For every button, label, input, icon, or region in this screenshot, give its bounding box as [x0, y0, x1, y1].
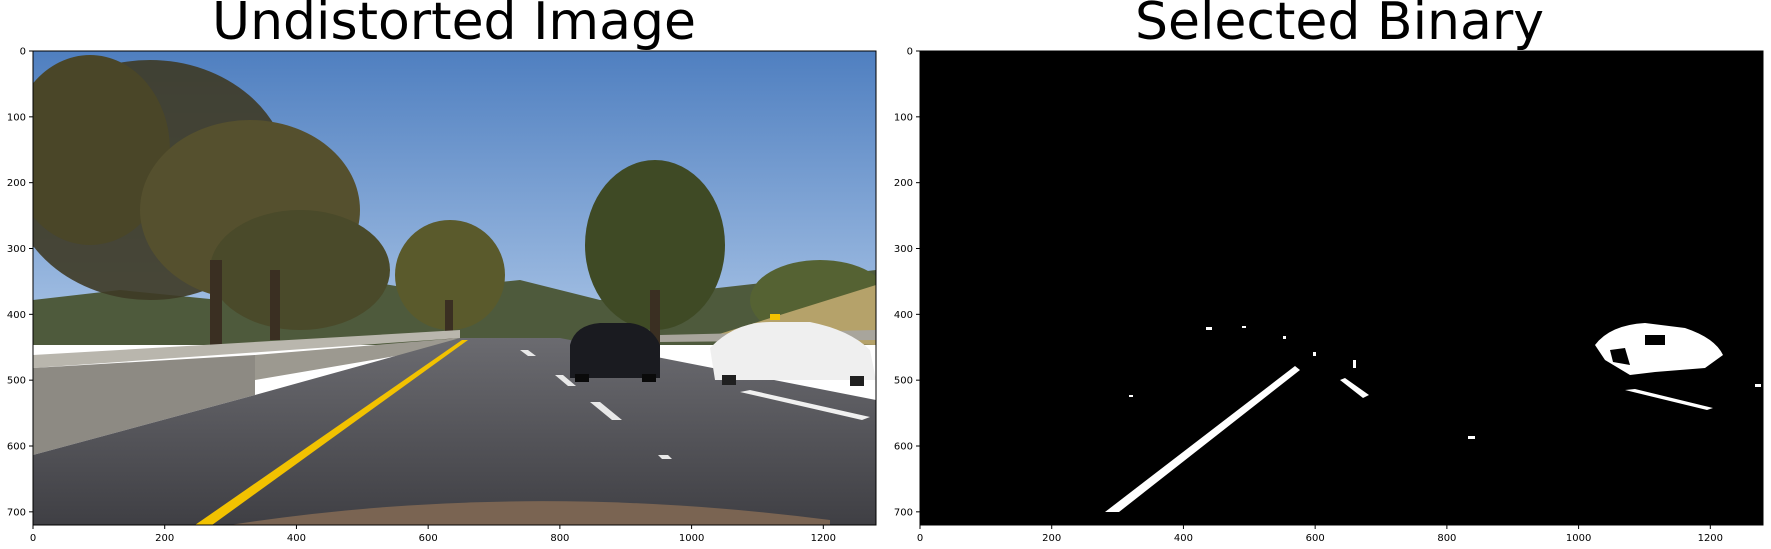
- x-tick-label: 200: [1042, 533, 1061, 544]
- axes-frame-left: [32, 50, 877, 526]
- y-tick-label: 400: [894, 310, 913, 321]
- y-tick-label: 200: [7, 178, 26, 189]
- y-tick-label: 600: [894, 442, 913, 453]
- y-tick-label: 600: [7, 442, 26, 453]
- panel-title-right: Selected Binary: [1134, 0, 1545, 52]
- x-tick-label: 800: [550, 533, 569, 544]
- y-tick-label: 500: [894, 376, 913, 387]
- panel-title-left: Undistorted Image: [212, 0, 696, 52]
- y-tick-label: 700: [7, 507, 26, 518]
- x-tick-label: 400: [287, 533, 306, 544]
- x-tick-label: 1200: [811, 533, 836, 544]
- panel-right: Selected Binary 0 200 4: [885, 0, 1771, 549]
- x-tick-label: 200: [155, 533, 174, 544]
- y-tick-label: 400: [7, 310, 26, 321]
- panel-left: Undistorted Image: [0, 0, 885, 549]
- plot-left: 0 200 400 600 800 1000 1200 0 100 200 300 400 500 600…: [7, 47, 877, 544]
- x-tick-label: 1000: [679, 533, 704, 544]
- x-tick-label: 1000: [1566, 533, 1591, 544]
- x-tick-label: 600: [1306, 533, 1325, 544]
- undistorted-road-photo: [33, 51, 876, 525]
- x-tick-label: 0: [917, 533, 923, 544]
- plot-right: 0 200 400 600 800 1000 1200 0 100 200 300 400 500 600…: [894, 47, 1764, 544]
- selected-binary-mask: [920, 51, 1763, 525]
- y-tick-label: 500: [7, 376, 26, 387]
- y-tick-label: 700: [894, 507, 913, 518]
- y-tick-label: 0: [907, 47, 913, 58]
- axes-frame-right: [919, 50, 1764, 526]
- y-tick-label: 300: [7, 244, 26, 255]
- x-tick-label: 800: [1437, 533, 1456, 544]
- y-tick-label: 300: [894, 244, 913, 255]
- x-tick-label: 1200: [1698, 533, 1723, 544]
- y-tick-label: 200: [894, 178, 913, 189]
- y-tick-label: 0: [20, 47, 26, 58]
- y-tick-label: 100: [894, 112, 913, 123]
- y-tick-label: 100: [7, 112, 26, 123]
- x-tick-label: 600: [419, 533, 438, 544]
- x-tick-label: 0: [30, 533, 36, 544]
- x-tick-label: 400: [1174, 533, 1193, 544]
